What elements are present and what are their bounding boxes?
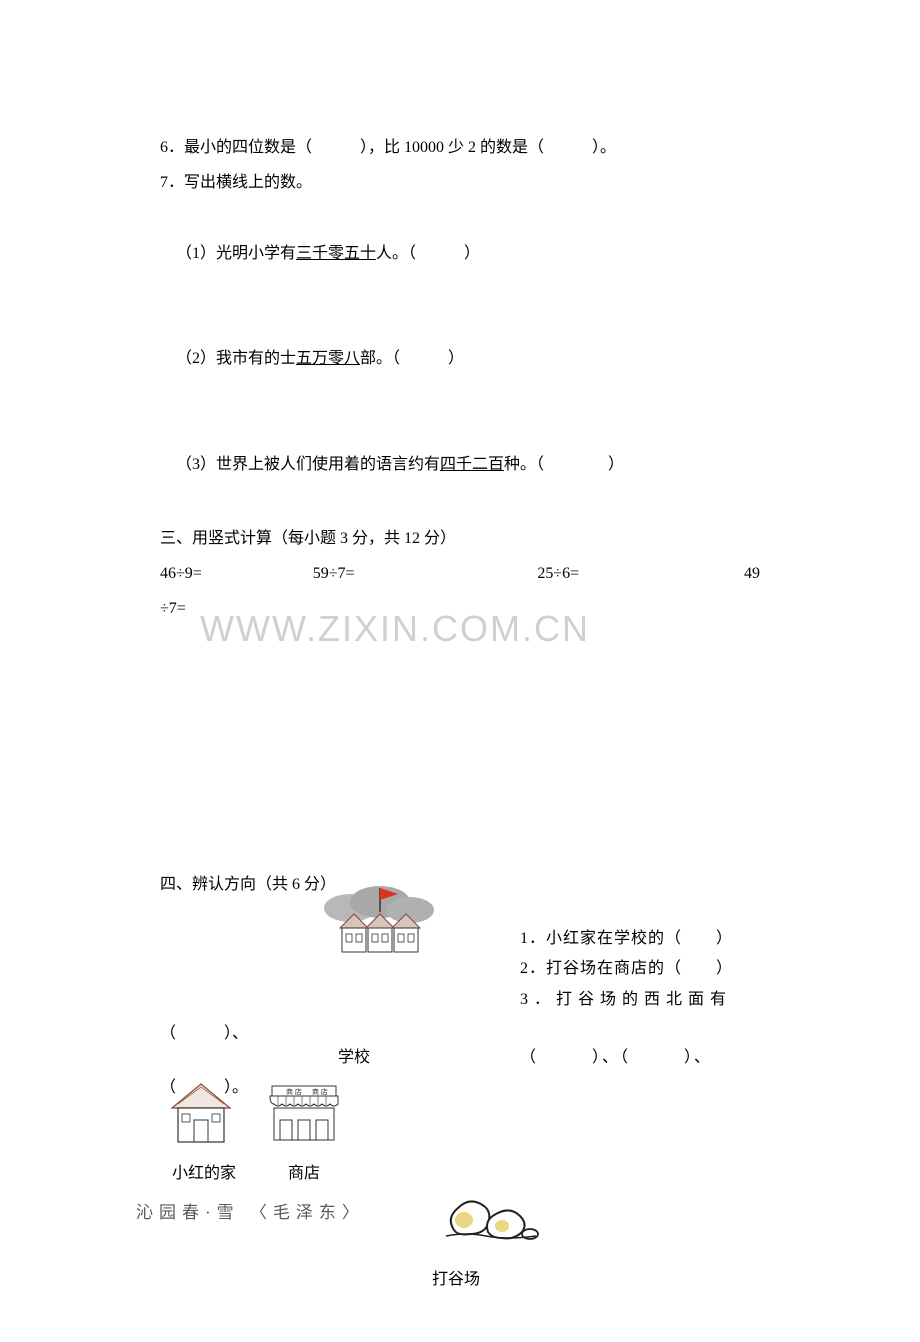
s4-q3a: 3 ． 打 谷 场 的 西 北 面 有 <box>520 985 780 1015</box>
house-icon <box>164 1078 238 1161</box>
question-7-title: 7．写出横线上的数。 <box>160 165 760 200</box>
question-7-2: （2）我市有的士五万零八部。（ ） <box>160 306 760 412</box>
q7-3-post: 种。（ ） <box>504 456 624 473</box>
calc-d2: ÷7= <box>160 591 760 626</box>
q7-2-underline: 五万零八 <box>296 350 360 367</box>
page-content: 6．最小的四位数是（ ），比 10000 少 2 的数是（ ）。 7．写出横线上… <box>0 0 920 1342</box>
calc-a: 46÷9= <box>160 556 313 591</box>
section-4-title: 四、辨认方向（共 6 分） <box>160 867 760 902</box>
threshing-icon <box>436 1182 546 1265</box>
q7-1-underline: 三千零五十 <box>296 245 376 262</box>
house-label: 小红的家 <box>172 1156 236 1191</box>
question-7-1: （1）光明小学有三千零五十人。（ ） <box>160 200 760 306</box>
svg-text:商 店: 商 店 <box>286 1087 302 1096</box>
q7-1-post: 人。（ ） <box>376 245 480 262</box>
section-4-questions: 1．小红家在学校的（ ） 2．打谷场在商店的（ ） 3 ． 打 谷 场 的 西 … <box>520 924 780 1015</box>
section-3-title: 三、用竖式计算（每小题 3 分，共 12 分） <box>160 521 760 556</box>
shop-label: 商店 <box>288 1156 320 1191</box>
school-label: 学校 <box>338 1040 370 1075</box>
q7-3-pre: （3）世界上被人们使用着的语言约有 <box>176 456 440 473</box>
question-6: 6．最小的四位数是（ ），比 10000 少 2 的数是（ ）。 <box>160 130 760 165</box>
svg-text:商 店: 商 店 <box>312 1087 328 1096</box>
q7-2-pre: （2）我市有的士 <box>176 350 296 367</box>
s4-q1: 1．小红家在学校的（ ） <box>520 924 780 954</box>
threshing-label: 打谷场 <box>432 1262 480 1297</box>
calc-d: 49 <box>744 556 760 591</box>
s4-q2: 2．打谷场在商店的（ ） <box>520 954 780 984</box>
q7-1-pre: （1）光明小学有 <box>176 245 296 262</box>
section-3: 三、用竖式计算（每小题 3 分，共 12 分） 46÷9= 59÷7= 25÷6… <box>160 521 760 627</box>
shop-icon: 商 店 商 店 <box>264 1080 344 1159</box>
school-icon <box>310 884 450 983</box>
s4-q3b: （ ）、（ ）、 <box>520 1040 712 1075</box>
question-7-3: （3）世界上被人们使用着的语言约有四千二百种。（ ） <box>160 412 760 518</box>
section-4: 四、辨认方向（共 6 分） <box>160 867 760 1342</box>
direction-diagram: 学校 1．小红家在学校的（ ） 2．打谷场在商店的（ ） 3 ． 打 谷 场 的… <box>160 902 760 1342</box>
calc-row: 46÷9= 59÷7= 25÷6= 49 <box>160 556 760 591</box>
q7-2-post: 部。（ ） <box>360 350 464 367</box>
calc-b: 59÷7= <box>313 556 538 591</box>
calc-c: 25÷6= <box>537 556 744 591</box>
s4-blank-1: （ ）、 <box>160 1016 248 1051</box>
q7-3-underline: 四千二百 <box>440 456 504 473</box>
